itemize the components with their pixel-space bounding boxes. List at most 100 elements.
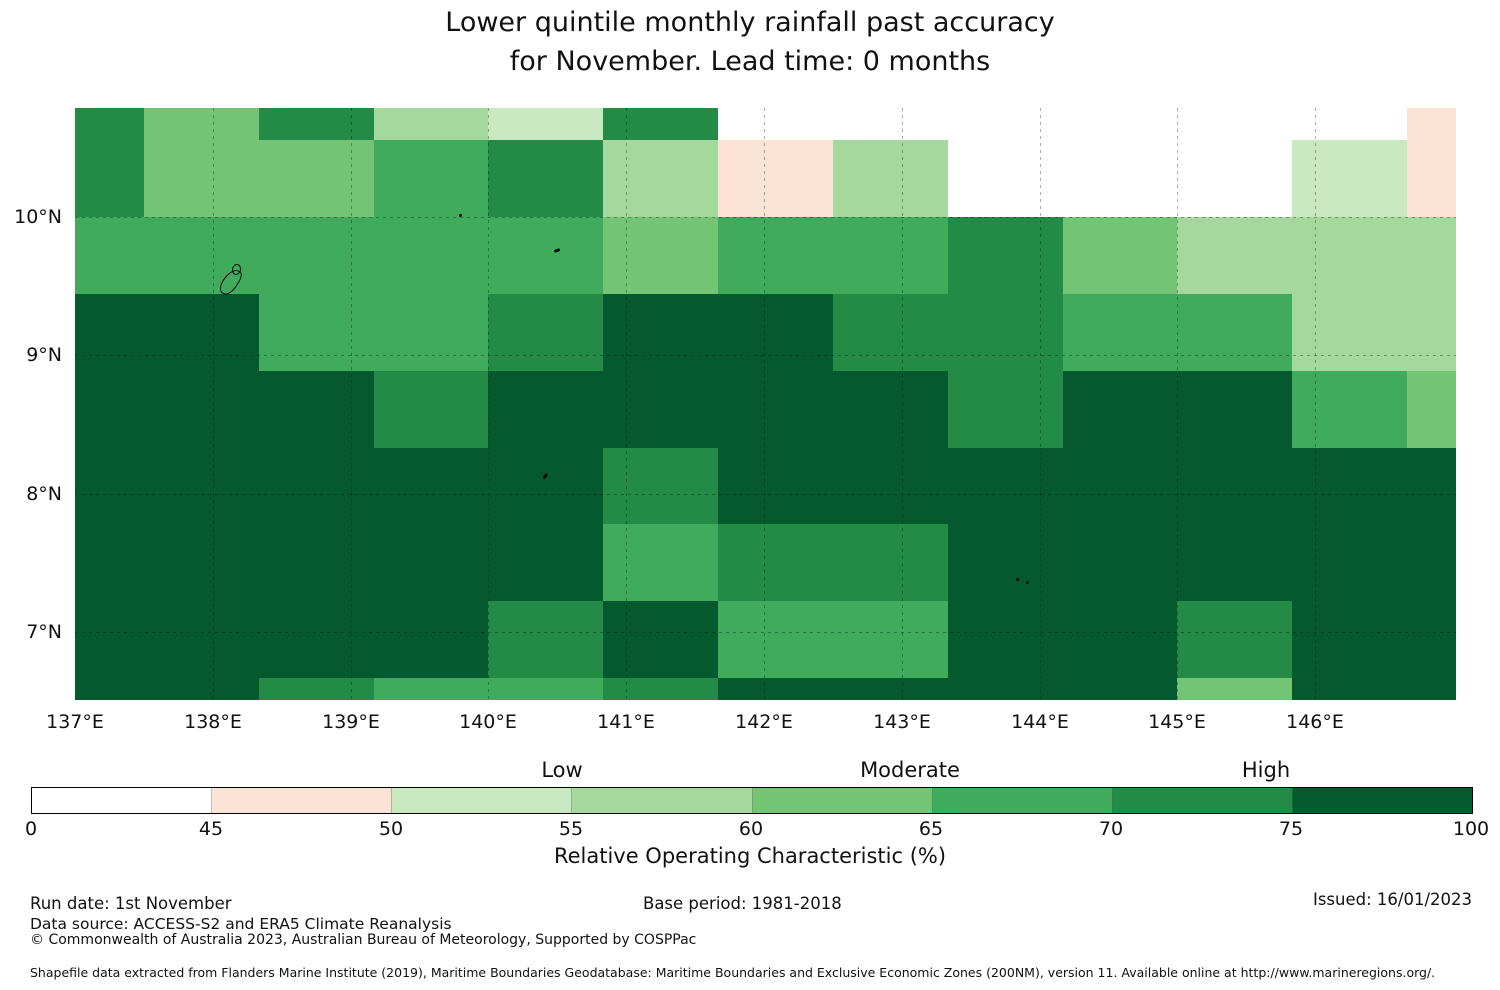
heatmap-cell [488,524,603,601]
heatmap-cell [1407,108,1456,140]
heatmap-cell [488,140,603,217]
y-axis-tick-label: 7°N [26,621,62,643]
heatmap-cell [1292,678,1407,700]
heatmap-cell [374,524,488,601]
x-axis-tick-label: 139°E [322,711,380,733]
heatmap-cell [718,601,833,678]
heatmap-cell [374,601,488,678]
heatmap-cell [833,108,948,140]
colorbar-segment [572,788,753,813]
heatmap-cell [374,108,488,140]
colorbar-segment [212,788,393,813]
y-axis-tick-label: 9°N [26,344,62,366]
heatmap-cell [259,678,374,700]
heatmap-cell [718,448,833,524]
heatmap-cell [718,371,833,448]
heatmap-cell [948,524,1063,601]
heatmap-cell [1063,217,1177,294]
heatmap-cell [603,371,718,448]
heatmap-cell [1177,294,1292,371]
heatmap-cell [1177,448,1292,524]
meridian-gridline [1315,108,1316,700]
heatmap-cell [75,678,144,700]
heatmap-cell [259,140,374,217]
x-axis-tick-label: 140°E [459,711,517,733]
colorbar-segment [1112,788,1293,813]
parallel-gridline [75,217,1456,218]
heatmap-cell [833,524,948,601]
colorbar-tick-label: 100 [1452,818,1490,840]
heatmap-cell [718,217,833,294]
island-mark [1016,577,1020,581]
heatmap-cell [833,294,948,371]
colorbar-segment [932,788,1113,813]
heatmap-cell [1292,524,1407,601]
colorbar-tick-label: 70 [1098,818,1124,840]
heatmap-cell [488,294,603,371]
heatmap-cell [259,294,374,371]
heatmap-cell [144,108,259,140]
heatmap-cell [488,448,603,524]
base-period-text: Base period: 1981-2018 [643,894,842,913]
meridian-gridline [1040,108,1041,700]
meridian-gridline [1177,108,1178,700]
x-axis-tick-label: 144°E [1011,711,1069,733]
heatmap-cell [1292,294,1407,371]
meridian-gridline [902,108,903,700]
colorbar-tick-label: 60 [738,818,764,840]
x-axis-tick-label: 142°E [735,711,793,733]
heatmap-cell [833,601,948,678]
heatmap-cell [259,108,374,140]
heatmap-cell [948,678,1063,700]
heatmap-cell [1407,371,1456,448]
meridian-gridline [213,108,214,700]
heatmap-cell [1407,524,1456,601]
heatmap-cell [603,524,718,601]
heatmap-cell [1063,371,1177,448]
heatmap-cell [75,217,144,294]
heatmap-cell [259,448,374,524]
y-axis-tick-label: 8°N [26,483,62,505]
heatmap-cell [144,524,259,601]
heatmap-cell [374,678,488,700]
heatmap-cell [1063,524,1177,601]
data-source-text: Data source: ACCESS-S2 and ERA5 Climate … [30,915,452,933]
heatmap-cell [488,217,603,294]
heatmap-cell [948,217,1063,294]
heatmap-cell [144,217,259,294]
heatmap-cell [833,678,948,700]
copyright-text: © Commonwealth of Australia 2023, Austra… [30,932,697,948]
colorbar-tick-label: 45 [198,818,224,840]
heatmap-cell [948,140,1063,217]
heatmap-cell [718,108,833,140]
island-mark [1025,580,1029,584]
heatmap-cell [1177,678,1292,700]
colorbar-segment [392,788,573,813]
heatmap-cell [374,217,488,294]
heatmap-cell [603,294,718,371]
heatmap-cell [948,294,1063,371]
heatmap-cell [144,140,259,217]
heatmap-cell [833,371,948,448]
colorbar [31,787,1473,814]
heatmap-cell [259,524,374,601]
colorbar-axis-label: Relative Operating Characteristic (%) [553,844,947,868]
heatmap-cell [1407,294,1456,371]
run-date-text: Run date: 1st November [30,894,232,913]
y-axis-tick-label: 10°N [14,206,62,228]
heatmap-cell [374,294,488,371]
heatmap-cell [948,448,1063,524]
heatmap-cell [1063,294,1177,371]
heatmap-cell [75,108,144,140]
heatmap-cell [603,108,718,140]
heatmap-cell [488,108,603,140]
x-axis-tick-label: 146°E [1286,711,1344,733]
heatmap-cell [488,601,603,678]
x-axis-tick-label: 145°E [1148,711,1206,733]
heatmap-cell [1177,601,1292,678]
heatmap-cell [948,108,1063,140]
heatmap-cell [75,371,144,448]
heatmap-cell [1063,678,1177,700]
